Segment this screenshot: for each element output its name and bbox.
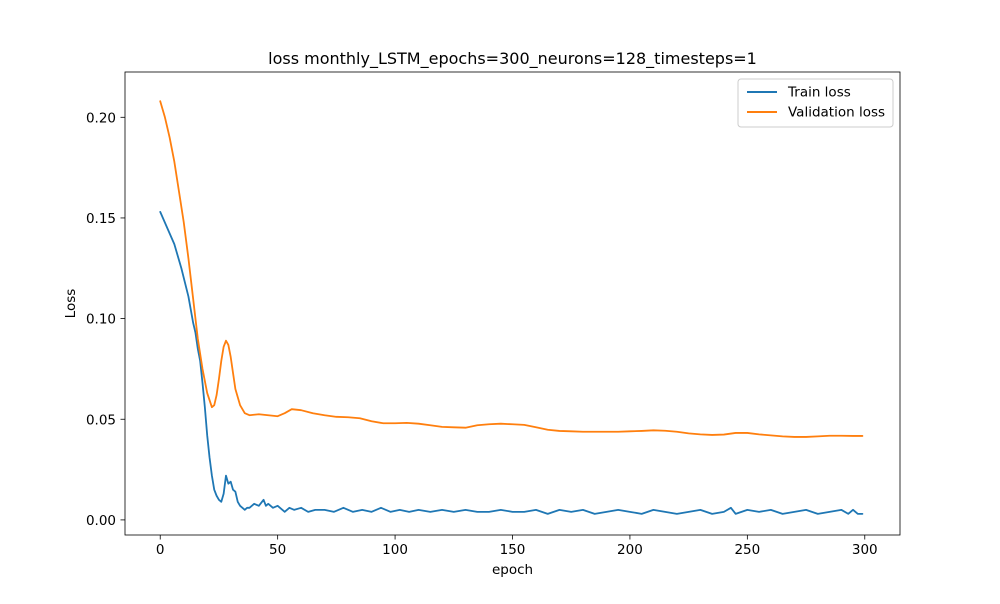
series-line-validation-loss: [159, 100, 864, 438]
x-tick-label: 0: [156, 542, 165, 558]
y-tick-label: 0.05: [86, 412, 116, 428]
x-tick-label: 250: [734, 542, 760, 558]
x-tick-label: 100: [382, 542, 408, 558]
x-tick-label: 300: [852, 542, 878, 558]
plot-area: [125, 72, 900, 535]
series-lines: [159, 100, 864, 515]
y-tick-label: 0.10: [86, 312, 116, 328]
legend: Train loss Validation loss: [737, 78, 894, 128]
y-axis-label: Loss: [63, 289, 79, 319]
x-axis-ticks: 0 50 100 150 200 250 300: [156, 535, 878, 558]
y-axis-ticks: 0.00 0.05 0.10 0.15 0.20: [86, 110, 125, 529]
x-tick-label: 150: [500, 542, 526, 558]
x-tick-label: 200: [617, 542, 643, 558]
plot-frame: [124, 71, 901, 536]
legend-label-train-loss: Train loss: [787, 85, 851, 101]
chart-title: loss monthly_LSTM_epochs=300_neurons=128…: [268, 49, 757, 69]
y-tick-label: 0.20: [86, 110, 116, 126]
legend-label-validation-loss: Validation loss: [788, 105, 885, 121]
x-axis-label: epoch: [492, 562, 533, 578]
y-tick-label: 0.00: [86, 513, 116, 529]
series-line-train-loss: [159, 211, 864, 515]
x-tick-label: 50: [269, 542, 286, 558]
y-tick-label: 0.15: [86, 211, 116, 227]
